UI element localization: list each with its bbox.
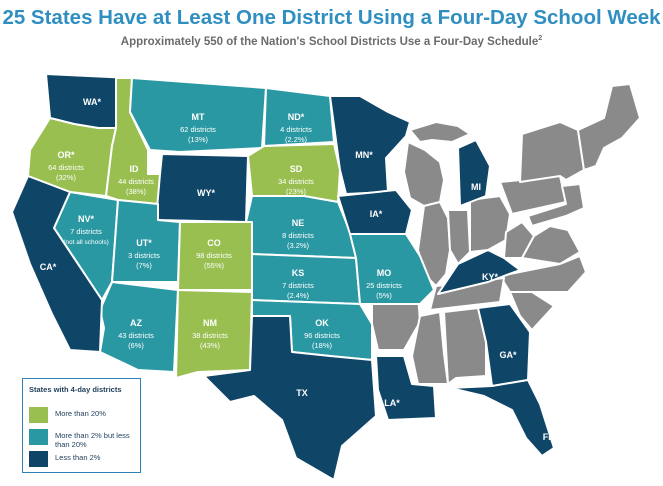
label-az-districts: 43 districts (118, 331, 154, 340)
label-nm-name: NM (203, 318, 217, 328)
label-nd-percent: (2.2%) (285, 135, 308, 144)
label-nm-districts: 38 districts (192, 331, 228, 340)
legend-item-2-to-20: More than 2% but less than 20% (29, 429, 137, 449)
state-ky (437, 249, 521, 295)
state-sc (509, 291, 555, 331)
label-ky-name: KY* (482, 272, 499, 282)
label-az-percent: (6%) (128, 341, 144, 350)
label-ks-name: KS (292, 268, 305, 278)
legend-item-less-than-2: Less than 2% (29, 451, 137, 469)
label-ok-name: OK (315, 318, 329, 328)
label-sd-name: SD (290, 164, 303, 174)
state-mo (349, 233, 435, 305)
label-mo-name: MO (377, 268, 392, 278)
label-co-name: CO (207, 238, 221, 248)
label-mt-districts: 62 districts (180, 125, 216, 134)
map-subtitle: Approximately 550 of the Nation's School… (0, 35, 663, 48)
state-nm (175, 289, 253, 379)
state-fl (449, 379, 555, 457)
state-mi-upper (409, 121, 471, 143)
state-mi (457, 139, 491, 207)
legend-swatch-teal (29, 429, 48, 445)
label-nm-percent: (43%) (200, 341, 221, 350)
label-mo-percent: (5%) (376, 291, 392, 300)
label-ga-name: GA* (499, 350, 517, 360)
label-ne-percent: (3.2%) (287, 241, 310, 250)
label-ut-name: UT* (136, 238, 152, 248)
label-wa-name: WA* (83, 97, 101, 107)
label-co-percent: (55%) (204, 261, 225, 270)
state-nj-md-de (527, 183, 585, 227)
label-fl-name: FL* (543, 432, 558, 442)
label-id-districts: 44 districts (118, 177, 154, 186)
map-title: 25 States Have at Least One District Usi… (2, 6, 661, 29)
label-ut-districts: 3 districts (128, 251, 160, 260)
legend-item-more-than-20: More than 20% (29, 407, 137, 425)
map-legend: States with 4-day districts More than 20… (22, 378, 141, 473)
label-la-name: LA* (384, 398, 400, 408)
label-nv-note: (not all schools) (63, 239, 109, 246)
state-wi (403, 141, 445, 207)
state-ca (11, 175, 103, 353)
subtitle-footnote: 2 (538, 35, 543, 42)
label-nd-name: ND* (288, 112, 305, 122)
label-az-name: AZ (130, 318, 142, 328)
label-or-percent: (32%) (56, 173, 77, 182)
legend-label: More than 2% but less than 20% (55, 431, 130, 449)
label-mi-name: MI (471, 182, 481, 192)
state-in (447, 209, 471, 265)
label-ia-name: IA* (370, 209, 383, 219)
legend-swatch-navy (29, 451, 48, 467)
label-sd-percent: (23%) (286, 187, 307, 196)
label-tx-name: TX (296, 388, 308, 398)
state-ia (337, 189, 413, 235)
label-nv-name: NV* (78, 214, 95, 224)
label-ut-percent: (7%) (136, 261, 152, 270)
label-ks-districts: 7 districts (282, 281, 314, 290)
state-tx (203, 315, 377, 481)
non-participating-states (371, 83, 641, 385)
label-id-name: ID (130, 164, 140, 174)
label-ca-name: CA* (40, 262, 57, 272)
label-nd-districts: 4 districts (280, 125, 312, 134)
label-wy-name: WY* (197, 188, 215, 198)
participating-states (11, 73, 555, 481)
label-mt-percent: (13%) (188, 135, 209, 144)
label-id-percent: (38%) (126, 187, 147, 196)
legend-label: Less than 2% (55, 453, 101, 462)
label-ok-percent: (18%) (312, 341, 333, 350)
state-la (375, 355, 437, 421)
label-mn-name: MN* (355, 150, 373, 160)
label-ks-percent: (2.4%) (287, 291, 310, 300)
label-ne-name: NE (292, 218, 305, 228)
state-labels: WA* OR* 64 districts (32%) ID 44 distric… (40, 97, 558, 442)
label-mo-districts: 25 districts (366, 281, 402, 290)
legend-label: More than 20% (55, 409, 106, 418)
label-mt-name: MT (192, 112, 205, 122)
label-or-districts: 64 districts (48, 163, 84, 172)
label-or-name: OR* (57, 150, 75, 160)
label-sd-districts: 34 districts (278, 177, 314, 186)
legend-title: States with 4-day districts (29, 385, 122, 394)
label-co-districts: 98 districts (196, 251, 232, 260)
state-oh (469, 195, 511, 253)
state-ny (519, 121, 585, 183)
state-nd (263, 87, 335, 147)
subtitle-text: Approximately 550 of the Nation's School… (120, 35, 539, 48)
label-ok-districts: 96 districts (304, 331, 340, 340)
legend-swatch-green (29, 407, 48, 423)
state-mn (329, 95, 411, 195)
label-nv-districts: 7 districts (70, 227, 102, 236)
state-new-england (577, 83, 641, 171)
label-ne-districts: 8 districts (282, 231, 314, 240)
